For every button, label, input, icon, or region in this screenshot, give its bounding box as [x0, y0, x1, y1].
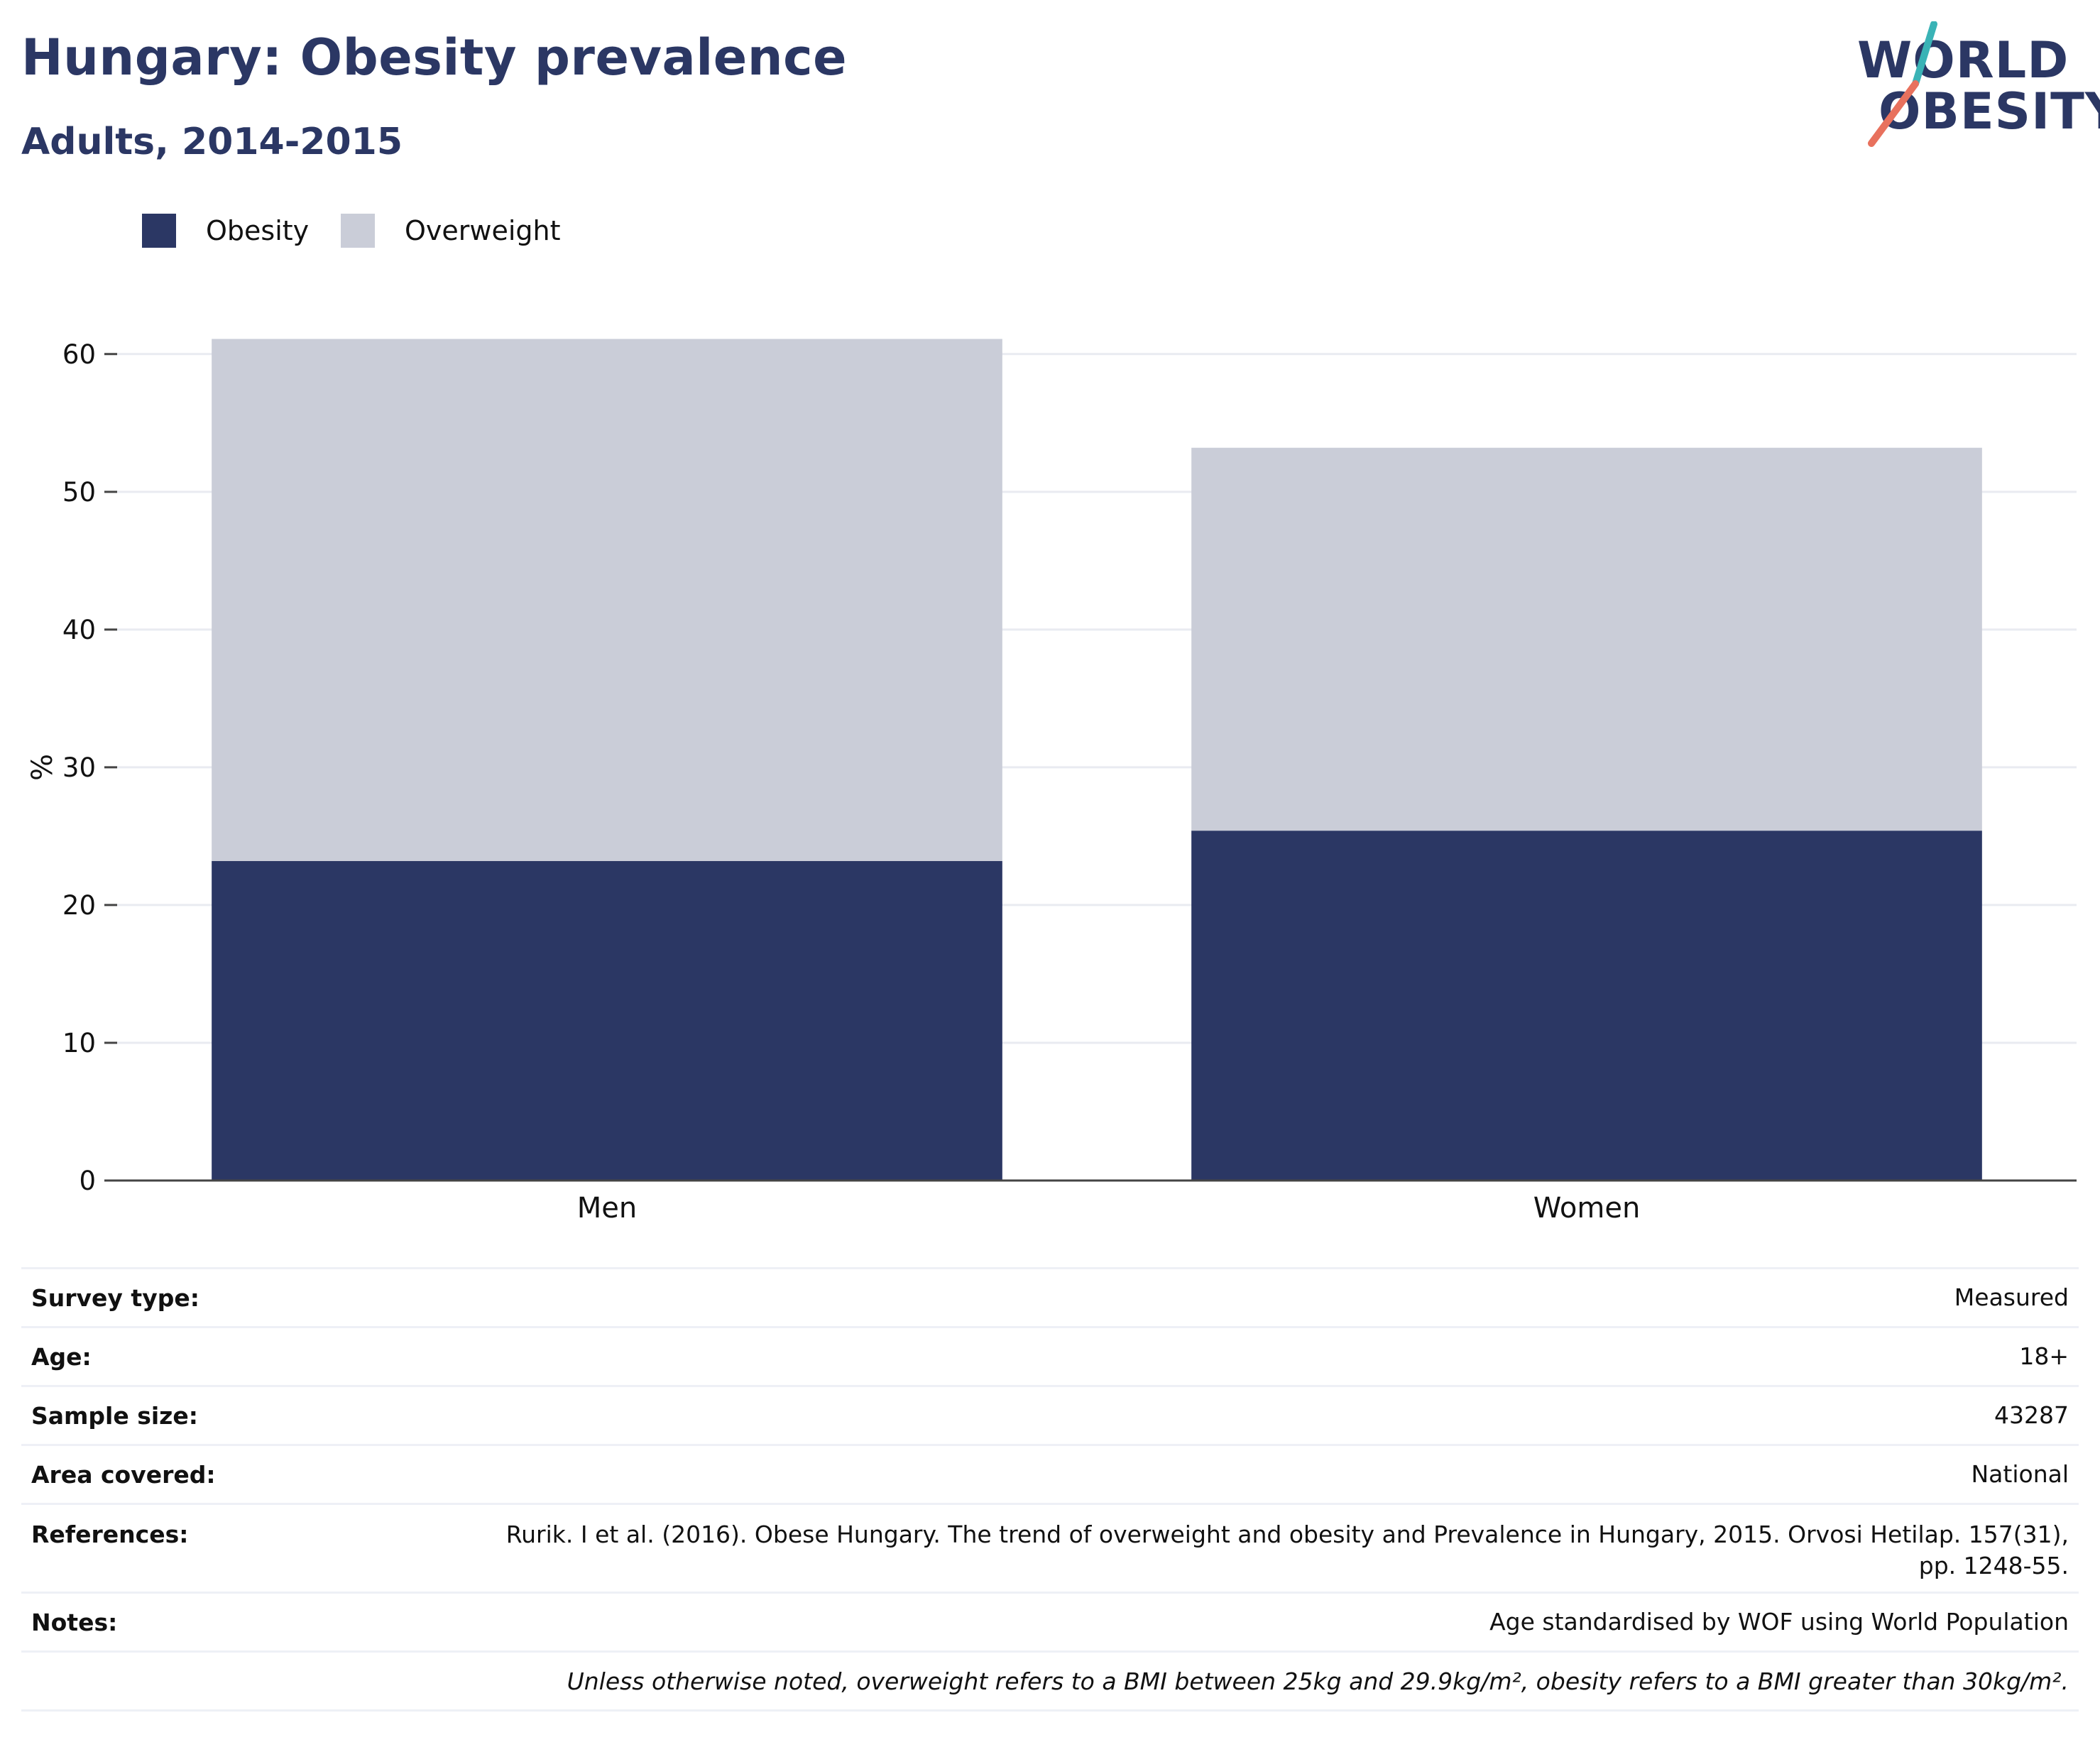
info-row-area-covered: Area covered: National [21, 1444, 2079, 1504]
info-value: Measured [396, 1267, 2079, 1327]
bar-obesity-men [212, 860, 1002, 1181]
reference-line-1: Rurik. I et al. (2016). Obese Hungary. T… [505, 1521, 2069, 1548]
info-value: National [396, 1444, 2079, 1504]
info-row-age: Age: 18+ [21, 1326, 2079, 1386]
x-tick-label: Men [577, 1192, 637, 1225]
logo-word-world: WORLD [1857, 31, 2069, 89]
y-tick-label: 10 [62, 1028, 96, 1058]
legend-swatch-obesity [142, 214, 176, 248]
info-value: 43287 [396, 1385, 2079, 1445]
page-subtitle: Adults, 2014-2015 [21, 121, 403, 163]
info-value: Age standardised by WOF using World Popu… [396, 1592, 2079, 1652]
info-label: Age: [21, 1326, 396, 1386]
info-row-survey-type: Survey type: Measured [21, 1267, 2079, 1327]
info-value: Rurik. I et al. (2016). Obese Hungary. T… [396, 1503, 2079, 1593]
bar-overweight-men [212, 339, 1002, 861]
bar-chart: 0 10 20 30 40 50 60% Men Women [26, 339, 2077, 1225]
legend-swatch-overweight [341, 214, 375, 248]
info-value: 18+ [396, 1326, 2079, 1386]
info-label: Notes: [21, 1592, 396, 1652]
y-tick-label: 60 [62, 339, 96, 370]
bar-obesity-women [1191, 831, 1982, 1181]
logo-slash-icon [1868, 21, 1937, 147]
info-row-references: References: Rurik. I et al. (2016). Obes… [21, 1503, 2079, 1593]
page-title: Hungary: Obesity prevalence [21, 28, 848, 87]
info-label: Survey type: [21, 1267, 396, 1327]
info-label: References: [21, 1503, 396, 1593]
logo-word-obesity: OBESITY [1878, 82, 2100, 141]
y-tick-label: 30 [62, 752, 96, 783]
world-obesity-logo: WORLD OBESITY [1846, 21, 2100, 149]
info-row-footnote: Unless otherwise noted, overweight refer… [21, 1650, 2079, 1712]
y-axis-label: % [26, 754, 59, 781]
bar-overweight-women [1191, 447, 1982, 831]
y-tick-label: 50 [62, 477, 96, 508]
reference-line-2: pp. 1248-55. [1918, 1552, 2069, 1579]
info-row-notes: Notes: Age standardised by WOF using Wor… [21, 1592, 2079, 1652]
x-tick-label: Women [1533, 1192, 1641, 1225]
y-tick-label: 20 [62, 890, 96, 921]
y-tick-label: 0 [79, 1166, 96, 1196]
legend-label-obesity: Obesity [206, 215, 310, 246]
footnote: Unless otherwise noted, overweight refer… [21, 1650, 2079, 1712]
info-label: Sample size: [21, 1385, 396, 1445]
legend-label-overweight: Overweight [405, 215, 561, 246]
info-label: Area covered: [21, 1444, 396, 1504]
info-row-sample-size: Sample size: 43287 [21, 1385, 2079, 1445]
info-table: Survey type: Measured Age: 18+ Sample si… [21, 1267, 2079, 1712]
y-tick-label: 40 [62, 615, 96, 645]
